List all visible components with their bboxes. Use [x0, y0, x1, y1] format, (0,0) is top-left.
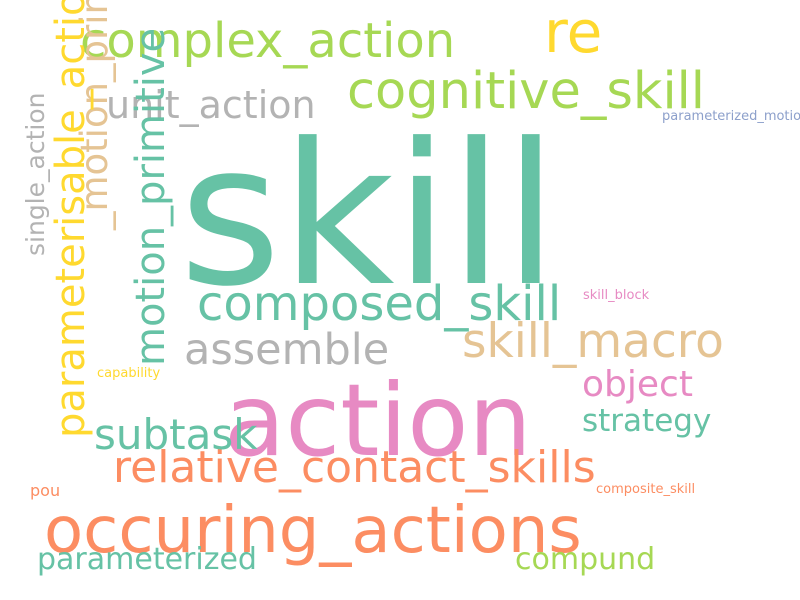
word-assemble: assemble [184, 325, 390, 375]
word-parameterized: single_action [21, 92, 50, 256]
word-compund: object [582, 364, 693, 405]
word-occuring-actions: occuring_actions [44, 494, 582, 568]
word-re: re [544, 0, 603, 66]
word-composed-skill: composed_skill [197, 276, 562, 332]
word-unit-action: unit_action [106, 83, 316, 127]
word-skill-macro: skill_macro [462, 314, 724, 369]
word-skill: skill [179, 102, 558, 330]
word-single-action: parameterized_motion_primitives [662, 109, 800, 124]
word-motion-primitive: composite_skill [596, 482, 696, 497]
word-action: action [224, 362, 532, 479]
word-relative-contact-skills: relative_contact_skills [113, 442, 596, 493]
word-complex-action: complex_action [80, 13, 456, 69]
word-subtask: parameterisable_action [48, 0, 94, 438]
word-cognitive-skill: cognitive_skill [347, 62, 705, 121]
word-motion-primitives-partial: pou [30, 481, 61, 500]
word-capability: strategy [582, 403, 712, 439]
word-strategy: motion_primitive [128, 27, 174, 366]
word-composite-skill: parameterized [37, 542, 257, 577]
word-parameterized-motion-primitives: capability [97, 366, 161, 381]
word-parameterisable-action: skill_block [583, 288, 650, 303]
word-skill-block: compund [515, 542, 656, 577]
word-pou: subtask [94, 410, 258, 459]
